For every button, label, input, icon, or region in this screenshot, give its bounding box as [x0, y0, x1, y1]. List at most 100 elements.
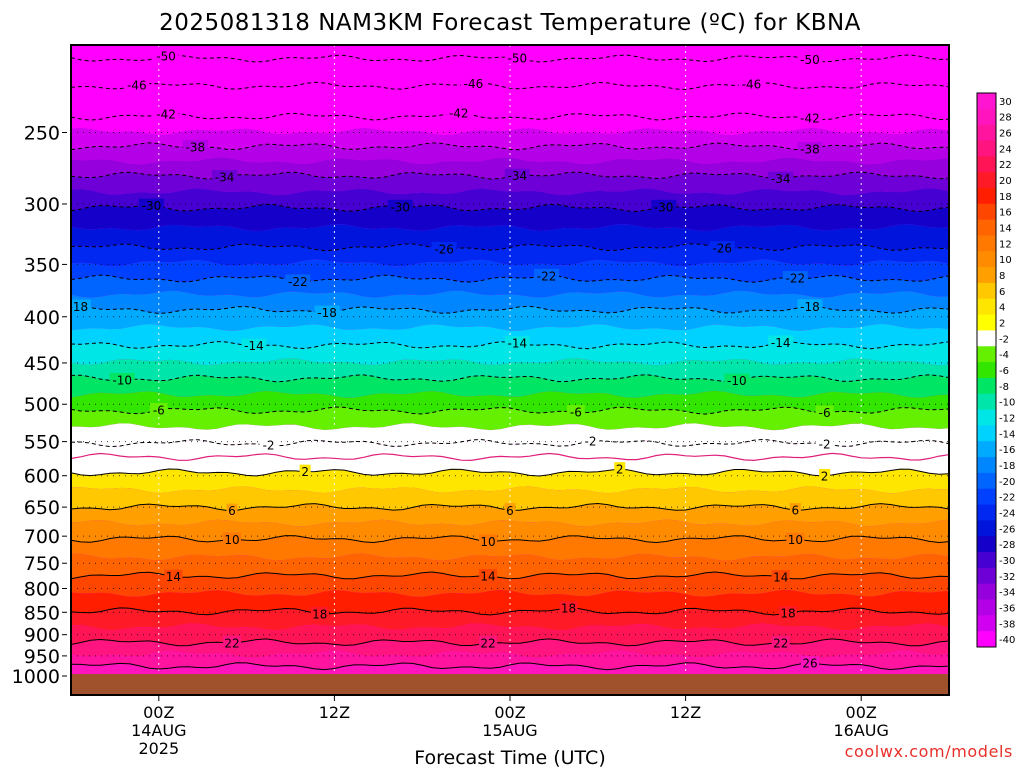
- contour-label-bg: [797, 111, 823, 125]
- y-tick-label: 900: [24, 625, 60, 647]
- x-axis-label: Forecast Time (UTC): [414, 747, 605, 768]
- colorbar-label: -6: [999, 366, 1009, 377]
- colorbar-swatch: [977, 108, 996, 126]
- y-tick-label: 800: [24, 579, 60, 601]
- credit-text[interactable]: coolwx.com/models: [845, 742, 1013, 761]
- contour-label: -42: [449, 107, 469, 121]
- contour-label-bg: [504, 503, 516, 517]
- colorbar-label: 18: [999, 192, 1012, 203]
- colorbar-label: -18: [999, 461, 1015, 472]
- contour-label-bg: [259, 438, 278, 452]
- temperature-band: [71, 306, 949, 331]
- contour-label: -22: [288, 275, 308, 289]
- colorbar-swatch: [977, 536, 996, 553]
- colorbar-swatch: [977, 124, 996, 141]
- isotherm-contour: [71, 81, 949, 90]
- contour-label: -42: [156, 107, 176, 121]
- contour-label-bg: [446, 106, 472, 120]
- y-tick-label: 950: [24, 646, 60, 668]
- contour-label-bg: [709, 241, 735, 255]
- contour-label-bg: [241, 338, 267, 352]
- contour-label: 2: [301, 465, 309, 479]
- colorbar-swatch: [977, 314, 996, 331]
- temperature-band: [71, 607, 949, 631]
- temperature-band: [71, 204, 949, 231]
- contour-label: -10: [112, 374, 132, 388]
- temperature-band: [71, 97, 949, 121]
- colorbar-label: 16: [999, 208, 1012, 219]
- isotherm-contour: [71, 468, 949, 477]
- contour-label-bg: [299, 464, 311, 478]
- contour-label-bg: [153, 48, 179, 62]
- contour-label-bg: [786, 532, 805, 546]
- contour-label-bg: [164, 569, 183, 583]
- temperature-band: [71, 188, 949, 212]
- colorbar-label: 24: [999, 144, 1012, 155]
- temperature-band: [71, 390, 949, 415]
- colorbar-swatch: [977, 235, 996, 252]
- contour-label-bg: [479, 636, 498, 650]
- contour-label-bg: [797, 142, 823, 156]
- contour-label-bg: [504, 51, 530, 65]
- temperature-band: [71, 650, 949, 670]
- time-gridlines: [158, 45, 862, 695]
- contour-label: 10: [480, 535, 495, 549]
- contour-label: -26: [434, 242, 454, 256]
- colorbar-label: 12: [999, 239, 1012, 250]
- colorbar-swatch: [977, 282, 996, 300]
- x-tick-label: 12Z: [319, 703, 350, 722]
- colorbar-label: 22: [999, 160, 1012, 171]
- contour-label: -22: [537, 269, 557, 283]
- colorbar-label: -16: [999, 445, 1015, 456]
- colorbar-label: 14: [999, 224, 1012, 235]
- contour-label-bg: [789, 503, 801, 517]
- colorbar-label: -30: [999, 556, 1015, 567]
- colorbar-swatch: [977, 631, 996, 648]
- contour-label: -18: [69, 300, 89, 314]
- temperature-band: [71, 68, 949, 90]
- temperature-band: [71, 535, 949, 561]
- isotherm-contour: [71, 243, 949, 252]
- colorbar-swatch: [977, 504, 996, 521]
- colorbar-swatch: [977, 520, 996, 537]
- y-tick-label: 600: [24, 466, 60, 488]
- contour-label-bg: [782, 271, 808, 285]
- contour-label-bg: [310, 606, 329, 620]
- x-tick-label: 2025: [138, 739, 179, 758]
- colorbar-label: -4: [999, 350, 1009, 361]
- contour-label: -34: [508, 169, 528, 183]
- colorbar-legend: 30 28 26 24 22 20 18 16 14 12 10 8 6 4 2 -2 -4 -6 -8 -10 -12…: [976, 92, 1015, 648]
- temperature-band: [71, 439, 949, 461]
- contour-label: -2: [584, 435, 596, 449]
- contour-label-bg: [738, 77, 764, 91]
- contour-label-bg: [534, 268, 560, 282]
- contour-label-bg: [222, 532, 241, 546]
- contour-label: 2: [821, 469, 829, 483]
- contour-label: -18: [317, 306, 337, 320]
- contour-label-bg: [479, 534, 498, 548]
- contour-label: -46: [464, 77, 484, 91]
- isotherm-contour: [71, 571, 949, 580]
- colorbar-label: 28: [999, 113, 1012, 124]
- contour-label: -42: [800, 112, 820, 126]
- plot-area: -50 -50 -50 -46 -46 -46 -42 -42 -42 -38 -38 -34 -34 -…: [69, 45, 949, 695]
- colorbar-label: -28: [999, 540, 1015, 551]
- colorbar-label: -24: [999, 508, 1015, 519]
- contour-label-bg: [222, 635, 241, 649]
- y-tick-label: 650: [24, 497, 60, 519]
- contour-label: -30: [654, 200, 674, 214]
- contour-label: 10: [224, 533, 239, 547]
- contour-label: -6: [819, 406, 831, 420]
- contour-label: -6: [153, 403, 165, 417]
- contour-label: -6: [570, 406, 582, 420]
- contour-label: -2: [819, 437, 831, 451]
- isotherm-contours: -50 -50 -50 -46 -46 -46 -42 -42 -42 -38 -38 -34 -34 -…: [69, 48, 949, 671]
- contour-label: 14: [773, 571, 788, 585]
- y-tick-label: 750: [24, 553, 60, 575]
- x-tick-label: 00Z: [846, 703, 877, 722]
- colorbar-swatch: [977, 187, 996, 205]
- temperature-band: [71, 374, 949, 398]
- colorbar-swatch: [977, 425, 996, 442]
- contour-label: 22: [480, 637, 495, 651]
- contour-label: -18: [800, 300, 820, 314]
